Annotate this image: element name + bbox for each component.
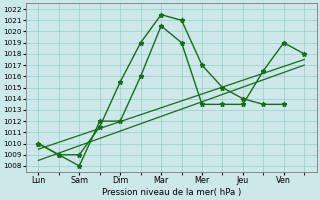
X-axis label: Pression niveau de la mer( hPa ): Pression niveau de la mer( hPa ): [102, 188, 241, 197]
